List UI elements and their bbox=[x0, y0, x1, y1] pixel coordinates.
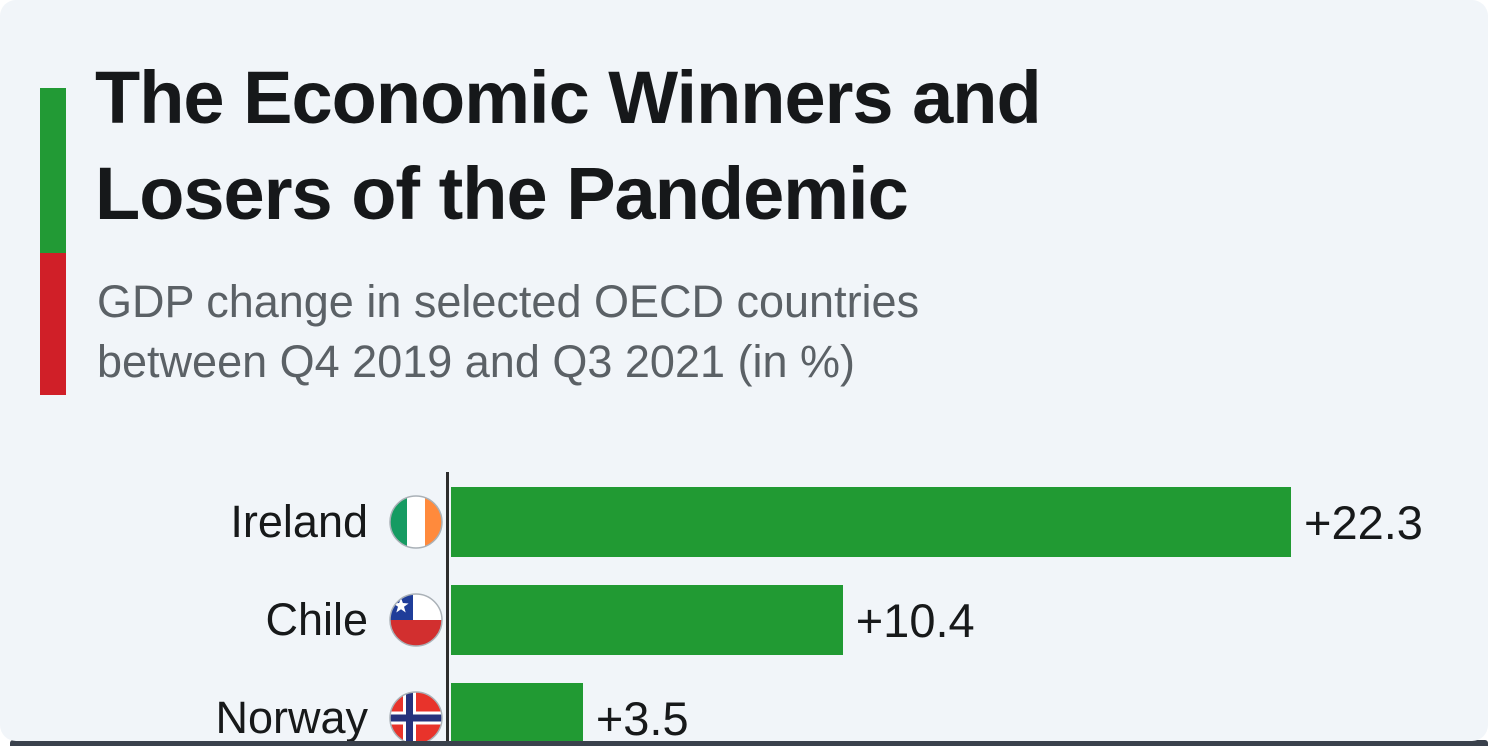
country-label-norway: Norway bbox=[215, 692, 368, 741]
chart-subtitle: GDP change in selected OECD countries be… bbox=[97, 272, 919, 392]
value-label-ireland: +22.3 bbox=[1304, 495, 1423, 549]
accent-bar-green bbox=[40, 88, 66, 253]
bar-ireland bbox=[451, 487, 1291, 557]
chart-title-line1: The Economic Winners and bbox=[95, 56, 1042, 139]
bottom-edge-strip bbox=[10, 740, 1488, 746]
accent-bar-red bbox=[40, 253, 66, 395]
y-axis-line bbox=[446, 472, 449, 741]
chile-flag-icon bbox=[389, 593, 443, 647]
chart-subtitle-line2: between Q4 2019 and Q3 2021 (in %) bbox=[97, 336, 856, 387]
bar-norway bbox=[451, 683, 583, 741]
value-label-norway: +3.5 bbox=[595, 691, 689, 742]
country-label-ireland: Ireland bbox=[230, 496, 368, 547]
chart-row-ireland: Ireland +22.3 bbox=[0, 473, 1488, 571]
ireland-flag-icon bbox=[389, 495, 443, 549]
chart-title-line2: Losers of the Pandemic bbox=[95, 152, 909, 235]
chart-subtitle-line1: GDP change in selected OECD countries bbox=[97, 276, 920, 327]
value-label-chile: +10.4 bbox=[855, 593, 975, 647]
chart-row-norway: Norway +3.5 bbox=[0, 669, 1488, 741]
country-label-chile: Chile bbox=[265, 594, 368, 645]
bar-chile bbox=[451, 585, 843, 655]
chart-title: The Economic Winners and Losers of the P… bbox=[95, 50, 1042, 242]
norway-flag-icon bbox=[389, 691, 443, 741]
chart-row-chile: Chile +10.4 bbox=[0, 571, 1488, 669]
